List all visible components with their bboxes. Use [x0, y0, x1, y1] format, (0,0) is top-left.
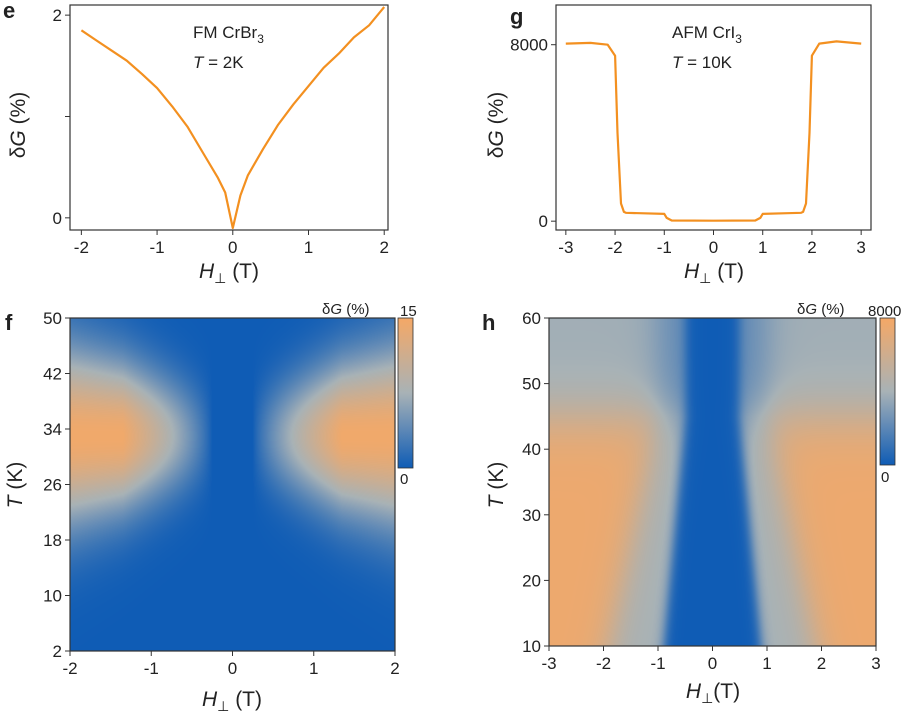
panel-f-ytick-label: 34: [43, 420, 62, 439]
panel-f-heatmap: δG (%) 15 0 H⊥ (T) T (K) -2 -1 0 1 2 2 10 18 26 3…: [4, 301, 417, 714]
panel-g-xtick-label: 3: [856, 238, 865, 257]
panel-f-ytick-label: 10: [43, 587, 62, 606]
panel-h-xtick-label: 1: [762, 654, 771, 673]
panel-e-series-line: [80, 6, 386, 230]
panel-e-line-chart: FM CrBr3 T = 2K H⊥ (T) δG (%) -2 -1 0 1 2 0 2: [7, 4, 389, 286]
panel-e-annotation-temperature: T = 2K: [193, 53, 244, 72]
svg-text:e: e: [3, 0, 15, 23]
panel-g-ytick-label: 0: [539, 212, 548, 231]
panel-g-xtick-label: 1: [758, 238, 767, 257]
panel-e-xtick-label: -1: [150, 238, 165, 257]
panel-f-colorbar-min: 0: [400, 471, 408, 488]
panel-g-annotation-temperature: T = 10K: [672, 53, 733, 72]
panel-f-ytick-label: 42: [43, 365, 62, 384]
panel-g-xtick-label: 0: [709, 238, 718, 257]
panel-f-colorbar-label: δG (%): [322, 301, 370, 318]
panel-f-xtick-label: 2: [390, 659, 399, 678]
panel-h-xtick-label: -2: [596, 654, 611, 673]
panel-h-ylabel: T (K): [485, 462, 508, 509]
panel-f-ylabel: T (K): [4, 462, 27, 509]
panel-e-ytick-label: 2: [53, 6, 62, 25]
panel-g-annotation-material: AFM CrI3: [672, 23, 742, 46]
panel-g-xlabel: H⊥ (T): [684, 260, 744, 286]
panel-e-annotation-material: FM CrBr3: [193, 23, 264, 46]
panel-h-xtick-label: 0: [708, 654, 717, 673]
panel-f-ytick-label: 26: [43, 476, 62, 495]
panel-h-xtick-label: 3: [871, 654, 880, 673]
panel-f-heatmap-image: [70, 318, 395, 651]
svg-text:h: h: [482, 310, 495, 335]
panel-h-ytick-label: 10: [522, 637, 541, 656]
panel-h-ytick-label: 20: [522, 571, 541, 590]
panel-h-xtick-label: 2: [817, 654, 826, 673]
panel-e-xtick-label: 1: [304, 238, 313, 257]
panel-g-ytick-label: 8000: [510, 36, 548, 55]
panel-g-ylabel: δG (%): [485, 92, 508, 159]
panel-h-ytick-label: 50: [522, 375, 541, 394]
panel-h-heatmap: δG (%) 8000 0 H⊥(T) T (K) -3 -2 -1 0 1 2 3 10 20…: [485, 301, 901, 706]
panel-g-xtick-label: -2: [608, 238, 623, 257]
panel-h-ytick-label: 30: [522, 506, 541, 525]
panel-e-xtick-label: 2: [379, 238, 388, 257]
panel-g-line-chart: AFM CrI3 T = 10K H⊥ (T) δG (%) -3 -2 -1 0 1 2…: [485, 4, 872, 286]
panel-f-xlabel: H⊥ (T): [202, 688, 262, 714]
panel-f-xtick-label: 1: [309, 659, 318, 678]
panel-g-xtick-label: -1: [657, 238, 672, 257]
panel-f-colorbar: [397, 317, 414, 469]
panel-h-ytick-label: 60: [522, 309, 541, 328]
panel-e-ylabel: δG (%): [7, 92, 30, 159]
panel-f-ytick-label: 50: [43, 309, 62, 328]
panel-h-colorbar-max: 8000: [868, 303, 901, 320]
panel-e-ytick-label: 0: [53, 209, 62, 228]
panel-e-xtick-label: 0: [228, 238, 237, 257]
panel-f-ytick-label: 18: [43, 531, 62, 550]
panel-g-series-line: [565, 40, 862, 222]
panel-h-ytick-label: 40: [522, 440, 541, 459]
panel-h-xtick-label: -1: [650, 654, 665, 673]
panel-h-colorbar: [879, 317, 896, 466]
svg-text:f: f: [5, 310, 13, 335]
panel-e-frame: [69, 4, 389, 231]
panel-f-ytick-label: 2: [53, 642, 62, 661]
panel-h-xtick-label: -3: [541, 654, 556, 673]
panel-e-xtick-label: -2: [74, 238, 89, 257]
panel-h-colorbar-label: δG (%): [797, 301, 845, 318]
panel-f-xtick-label: 0: [228, 659, 237, 678]
panel-h-heatmap-image: [549, 318, 876, 646]
panel-h-xlabel: H⊥(T): [686, 680, 740, 706]
panel-h-colorbar-min: 0: [881, 469, 889, 486]
panel-g-xtick-label: 2: [807, 238, 816, 257]
panel-f-colorbar-max: 15: [400, 303, 417, 320]
svg-text:g: g: [510, 4, 523, 29]
panel-e-xlabel: H⊥ (T): [199, 260, 259, 286]
panel-f-xtick-label: -2: [62, 659, 77, 678]
panel-f-xtick-label: -1: [144, 659, 159, 678]
panel-g-xtick-label: -3: [558, 238, 573, 257]
